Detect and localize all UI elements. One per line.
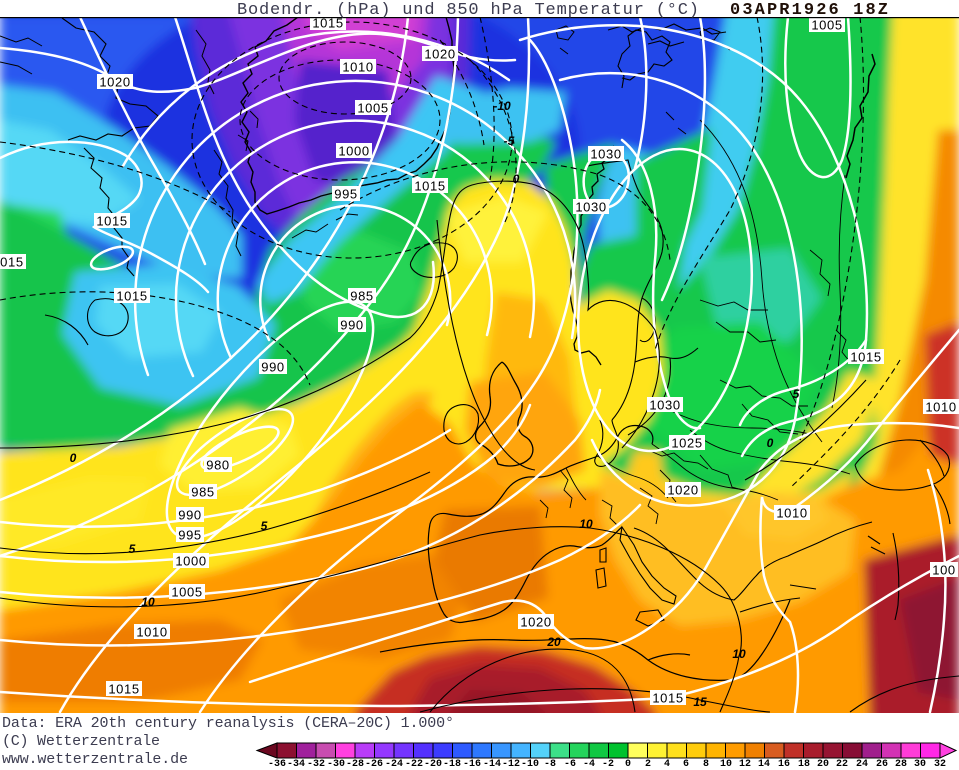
- svg-text:1020: 1020: [99, 75, 130, 90]
- svg-text:-2: -2: [602, 759, 614, 770]
- svg-text:100: 100: [932, 563, 956, 578]
- svg-text:-8: -8: [544, 759, 556, 770]
- svg-text:0: 0: [70, 451, 77, 465]
- svg-text:12: 12: [739, 759, 751, 770]
- svg-text:1020: 1020: [667, 483, 698, 498]
- svg-text:1015: 1015: [116, 289, 147, 304]
- svg-text:-24: -24: [385, 759, 403, 770]
- svg-text:2: 2: [645, 759, 651, 770]
- svg-text:1030: 1030: [649, 398, 680, 413]
- svg-text:995: 995: [334, 187, 358, 202]
- svg-text:24: 24: [856, 759, 868, 770]
- svg-text:22: 22: [836, 759, 848, 770]
- svg-text:1010: 1010: [925, 400, 956, 415]
- svg-text:1000: 1000: [175, 554, 206, 569]
- svg-text:0: 0: [625, 759, 631, 770]
- svg-text:www.wetterzentrale.de: www.wetterzentrale.de: [2, 751, 188, 768]
- svg-text:5: 5: [129, 542, 136, 556]
- svg-text:-22: -22: [405, 759, 423, 770]
- svg-text:1010: 1010: [776, 506, 807, 521]
- svg-text:1005: 1005: [171, 585, 202, 600]
- svg-text:10: 10: [141, 595, 155, 609]
- svg-text:16: 16: [778, 759, 790, 770]
- svg-text:4: 4: [664, 759, 670, 770]
- svg-text:1015: 1015: [850, 350, 881, 365]
- svg-text:28: 28: [895, 759, 907, 770]
- svg-text:5: 5: [261, 519, 268, 533]
- svg-text:-10: -10: [493, 99, 511, 113]
- svg-text:-34: -34: [287, 759, 305, 770]
- svg-text:-16: -16: [463, 759, 481, 770]
- svg-text:1005: 1005: [811, 18, 842, 33]
- svg-text:1020: 1020: [424, 47, 455, 62]
- svg-text:980: 980: [206, 458, 230, 473]
- svg-text:995: 995: [178, 528, 202, 543]
- svg-text:20: 20: [546, 635, 561, 649]
- svg-text:1005: 1005: [357, 101, 388, 116]
- svg-text:30: 30: [914, 759, 926, 770]
- svg-text:03APR1926 18Z: 03APR1926 18Z: [730, 1, 888, 20]
- svg-text:10: 10: [720, 759, 732, 770]
- svg-text:0: 0: [513, 172, 520, 186]
- svg-text:32: 32: [934, 759, 946, 770]
- svg-text:1000: 1000: [338, 144, 369, 159]
- svg-text:1015: 1015: [0, 255, 24, 270]
- svg-text:-36: -36: [268, 759, 286, 770]
- svg-text:26: 26: [876, 759, 888, 770]
- svg-text:1015: 1015: [96, 214, 127, 229]
- svg-text:15: 15: [693, 695, 707, 709]
- svg-text:1030: 1030: [590, 147, 621, 162]
- svg-text:1015: 1015: [414, 179, 445, 194]
- svg-text:Data: ERA 20th century reanaly: Data: ERA 20th century reanalysis (CERA–…: [2, 715, 454, 732]
- svg-text:-20: -20: [424, 759, 442, 770]
- svg-text:5: 5: [793, 387, 800, 401]
- svg-text:6: 6: [683, 759, 689, 770]
- svg-text:1015: 1015: [652, 691, 683, 706]
- svg-text:990: 990: [261, 360, 285, 375]
- svg-text:985: 985: [350, 289, 374, 304]
- svg-text:-5: -5: [504, 134, 515, 148]
- svg-text:-10: -10: [521, 759, 539, 770]
- svg-text:1015: 1015: [108, 682, 139, 697]
- svg-text:-30: -30: [327, 759, 345, 770]
- svg-text:985: 985: [191, 485, 215, 500]
- svg-text:-32: -32: [307, 759, 325, 770]
- svg-text:-28: -28: [346, 759, 364, 770]
- svg-text:-12: -12: [502, 759, 520, 770]
- svg-text:18: 18: [798, 759, 810, 770]
- svg-text:0: 0: [767, 436, 774, 450]
- svg-text:990: 990: [178, 508, 202, 523]
- svg-text:8: 8: [703, 759, 709, 770]
- svg-text:-4: -4: [583, 759, 595, 770]
- svg-text:1025: 1025: [671, 436, 702, 451]
- svg-text:990: 990: [340, 318, 364, 333]
- svg-text:10: 10: [579, 517, 593, 531]
- svg-text:1030: 1030: [575, 200, 606, 215]
- svg-text:1020: 1020: [520, 615, 551, 630]
- svg-text:-18: -18: [443, 759, 461, 770]
- svg-text:(C) Wetterzentrale: (C) Wetterzentrale: [2, 733, 160, 750]
- svg-text:1010: 1010: [342, 60, 373, 75]
- svg-text:1015: 1015: [312, 16, 343, 31]
- svg-text:Bodendr. (hPa) und 850 hPa Tem: Bodendr. (hPa) und 850 hPa Temperatur (°…: [237, 1, 699, 20]
- svg-text:-6: -6: [564, 759, 576, 770]
- svg-text:-26: -26: [365, 759, 383, 770]
- svg-text:10: 10: [732, 647, 746, 661]
- svg-text:20: 20: [817, 759, 829, 770]
- svg-text:14: 14: [758, 759, 770, 770]
- svg-text:1010: 1010: [136, 625, 167, 640]
- svg-text:-14: -14: [483, 759, 501, 770]
